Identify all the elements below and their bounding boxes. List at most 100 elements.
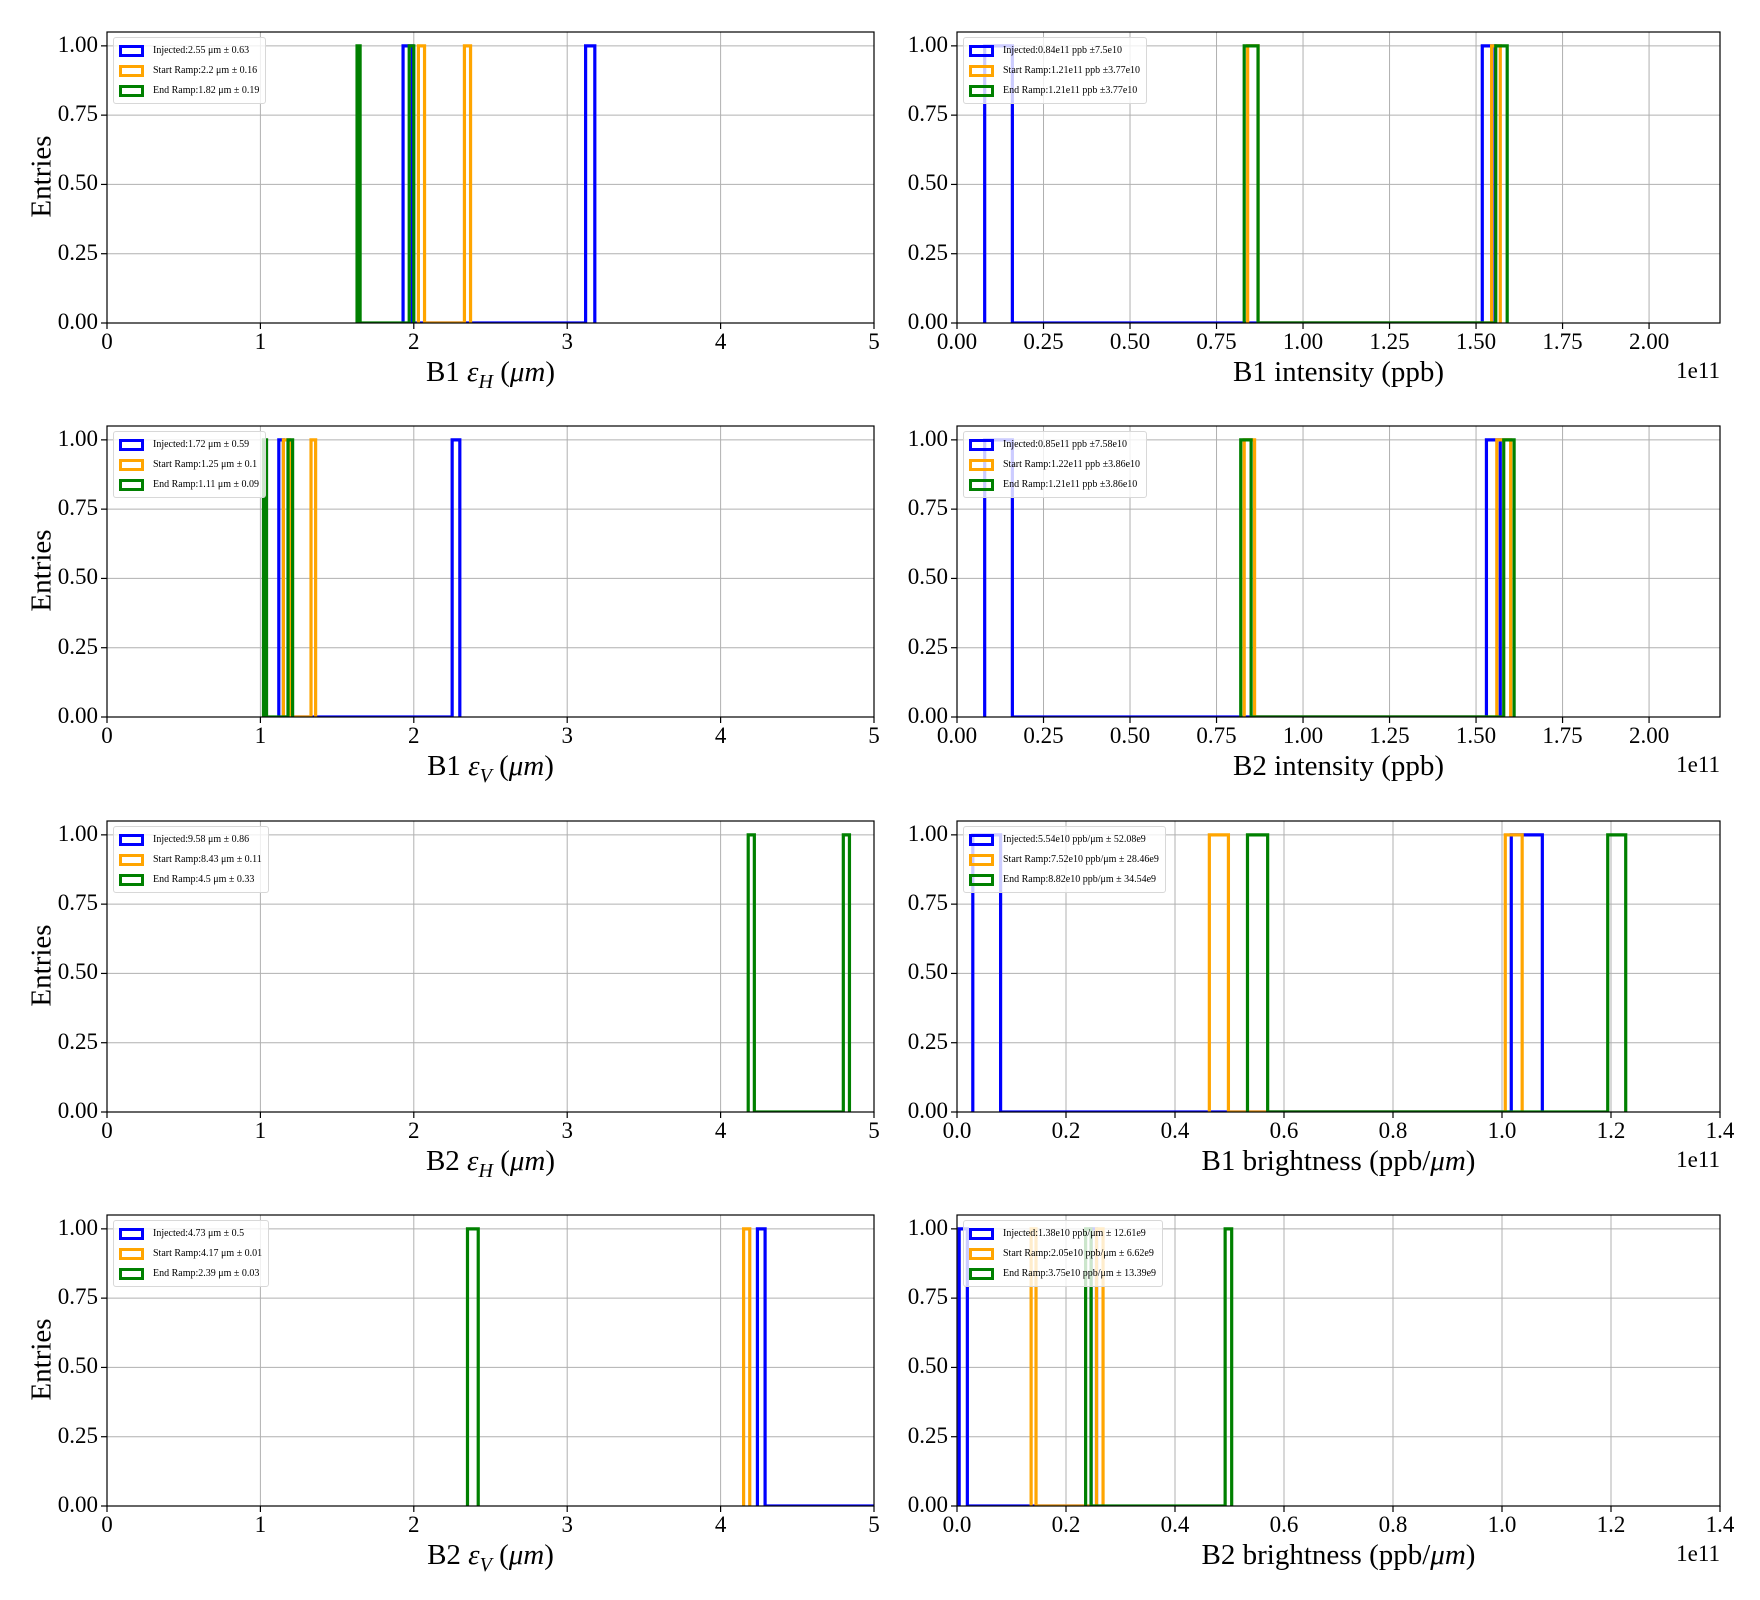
y-tick-label: 0.50	[907, 1353, 948, 1379]
x-tick-label: 4	[714, 329, 727, 354]
x-tick-label: 3	[561, 723, 573, 748]
x-tick-label: 0	[101, 723, 113, 748]
legend-label: End Ramp:1.82 μm ± 0.19	[153, 85, 260, 96]
legend-item-end-ramp: End Ramp:2.39 μm ± 0.03	[119, 1264, 262, 1284]
x-label-subscript: H	[478, 370, 493, 393]
legend-label: Injected:1.38e10 ppb/μm ± 12.61e9	[1003, 1228, 1146, 1239]
y-tick-label: 0.00	[907, 309, 948, 334]
x-tick-label: 1.2	[1596, 1118, 1626, 1143]
y-tick-label: 0.50	[57, 959, 98, 985]
legend-swatch	[969, 834, 994, 846]
x-label-text: )	[1465, 1539, 1476, 1571]
x-label-symbol: ε	[467, 1145, 479, 1177]
x-offset-label: 1e11	[1676, 358, 1720, 383]
x-tick-label: 0.75	[1196, 723, 1237, 748]
y-tick-label: 1.00	[57, 1214, 98, 1240]
legend-item-start-ramp: Start Ramp:7.52e10 ppb/μm ± 28.46e9	[969, 850, 1159, 870]
x-label-text: B2 intensity (ppb)	[1232, 750, 1445, 782]
legend-swatch	[119, 874, 144, 886]
legend-item-injected: Injected:1.38e10 ppb/μm ± 12.61e9	[969, 1224, 1156, 1244]
legend-swatch	[119, 65, 144, 77]
legend-swatch	[119, 1228, 144, 1240]
legend-swatch	[969, 45, 994, 57]
legend-swatch	[119, 854, 144, 866]
y-tick-label: 0.00	[907, 1492, 948, 1517]
histogram-end-ramp	[746, 833, 852, 1112]
legend: Injected:4.73 μm ± 0.5 Start Ramp:4.17 μm…	[113, 1220, 270, 1287]
legend-item-injected: Injected:9.58 μm ± 0.86	[119, 830, 262, 850]
y-tick-label: 0.00	[57, 1098, 98, 1123]
legend-swatch	[969, 1268, 994, 1280]
legend-label: Start Ramp:4.17 μm ± 0.01	[153, 1248, 263, 1259]
legend-swatch	[969, 479, 994, 491]
legend-swatch	[119, 479, 144, 491]
x-tick-label: 1.50	[1455, 723, 1497, 748]
x-tick-label: 1	[254, 329, 267, 354]
y-tick-label: 0.00	[57, 1492, 98, 1517]
legend-item-injected: Injected:4.73 μm ± 0.5	[119, 1224, 262, 1244]
histogram-start-ramp	[281, 438, 318, 717]
y-tick-label: 0.75	[907, 1284, 948, 1310]
axes-frame	[106, 425, 875, 718]
y-tick-label: 0.25	[907, 633, 948, 659]
x-tick-label: 0	[101, 1512, 113, 1537]
legend-label: Injected:4.73 μm ± 0.5	[153, 1228, 245, 1239]
y-tick-label: 0.75	[57, 101, 98, 127]
x-tick-label: 5	[868, 1512, 880, 1537]
x-label-subscript: H	[478, 1159, 493, 1182]
x-tick-label: 0.50	[1109, 723, 1151, 748]
x-label-unit: μm	[509, 356, 546, 388]
y-tick-label: 0.75	[907, 495, 948, 521]
legend-item-start-ramp: Start Ramp:1.22e11 ppb ±3.86e10	[969, 455, 1140, 475]
x-label-text: B1 brightness (ppb/	[1201, 1145, 1431, 1177]
x-tick-label: 1.50	[1455, 329, 1497, 354]
legend-label: Start Ramp:2.2 μm ± 0.16	[153, 65, 258, 76]
axes-frame	[956, 31, 1721, 324]
legend-label: End Ramp:1.21e11 ppb ±3.86e10	[1003, 479, 1138, 490]
legend-item-injected: Injected:1.72 μm ± 0.59	[119, 435, 259, 455]
x-tick-label: 0.25	[1023, 329, 1064, 354]
y-tick-label: 1.00	[907, 425, 948, 451]
x-axis-label: B2 εV (μm)	[427, 1539, 554, 1577]
legend: Injected:0.85e11 ppb ±7.58e10 Start Ramp:…	[963, 431, 1148, 498]
y-tick-label: 1.00	[907, 820, 948, 846]
legend: Injected:9.58 μm ± 0.86 Start Ramp:8.43 μ…	[113, 826, 269, 893]
x-tick-label: 1.4	[1705, 1512, 1735, 1537]
y-tick-label: 1.00	[57, 820, 98, 846]
histogram-end-ramp	[1242, 44, 1509, 323]
x-tick-label: 0.2	[1051, 1512, 1081, 1537]
legend-item-start-ramp: Start Ramp:8.43 μm ± 0.11	[119, 850, 262, 870]
legend-label: End Ramp:1.11 μm ± 0.09	[153, 479, 260, 490]
legend: Injected:1.38e10 ppb/μm ± 12.61e9 Start R…	[963, 1220, 1164, 1287]
x-tick-label: 5	[868, 723, 880, 748]
legend-item-injected: Injected:2.55 μm ± 0.63	[119, 41, 259, 61]
legend-item-end-ramp: End Ramp:3.75e10 ppb/μm ± 13.39e9	[969, 1264, 1156, 1284]
x-tick-label: 3	[561, 329, 573, 354]
legend-swatch	[969, 854, 994, 866]
x-label-text: B1	[427, 750, 469, 782]
y-tick-label: 0.25	[907, 1422, 948, 1448]
legend: Injected:5.54e10 ppb/μm ± 52.08e9 Start R…	[963, 826, 1166, 893]
x-label-unit: μm	[1430, 1145, 1466, 1177]
x-label-subscript: V	[479, 1553, 492, 1576]
legend-item-end-ramp: End Ramp:4.5 μm ± 0.33	[119, 870, 262, 890]
x-tick-label: 5	[868, 329, 880, 354]
x-tick-label: 1	[254, 1118, 267, 1143]
y-tick-label: 0.25	[907, 239, 948, 265]
x-tick-label: 1.75	[1542, 329, 1583, 354]
y-tick-label: 1.00	[907, 1214, 948, 1240]
x-tick-label: 1	[254, 1512, 267, 1537]
y-tick-label: 0.00	[907, 1098, 948, 1123]
legend-item-injected: Injected:0.84e11 ppb ±7.5e10	[969, 41, 1140, 61]
legend-label: End Ramp:3.75e10 ppb/μm ± 13.39e9	[1003, 1268, 1157, 1279]
x-label-text: B1 intensity (ppb)	[1232, 356, 1445, 388]
x-tick-label: 1.0	[1487, 1118, 1517, 1143]
x-tick-label: 1.25	[1369, 329, 1410, 354]
axes-frame	[106, 820, 875, 1113]
x-axis-label: B1 intensity (ppb)	[1233, 356, 1444, 389]
histogram-end-ramp	[465, 1227, 480, 1506]
legend-swatch	[119, 1268, 144, 1280]
legend-item-injected: Injected:0.85e11 ppb ±7.58e10	[969, 435, 1140, 455]
